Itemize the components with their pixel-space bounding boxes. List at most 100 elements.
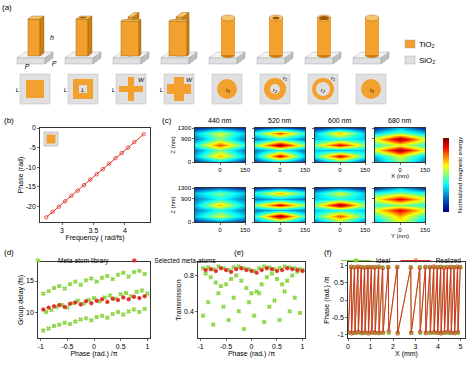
svg-text:W: W <box>138 77 145 83</box>
svg-text:Phase (rad): Phase (rad) <box>17 157 25 194</box>
svg-text:P: P <box>25 63 30 70</box>
svg-text:Z (nm): Z (nm) <box>170 196 176 214</box>
svg-text:X (nm): X (nm) <box>391 173 409 179</box>
svg-text:-5: -5 <box>30 144 36 151</box>
svg-text:0.4: 0.4 <box>184 308 194 315</box>
svg-text:0: 0 <box>250 343 254 350</box>
svg-text:150: 150 <box>360 167 371 173</box>
svg-text:W: W <box>186 77 193 83</box>
svg-text:150: 150 <box>360 227 371 233</box>
svg-text:L: L <box>64 87 67 93</box>
svg-text:-20: -20 <box>26 203 36 210</box>
svg-text:SiO₂: SiO₂ <box>419 56 435 65</box>
svg-text:r₂: r₂ <box>273 87 278 93</box>
svg-text:0.5: 0.5 <box>272 343 282 350</box>
svg-text:0: 0 <box>278 167 282 173</box>
svg-text:0: 0 <box>278 227 282 233</box>
svg-text:3: 3 <box>414 343 418 350</box>
svg-text:TiO₂: TiO₂ <box>419 40 435 49</box>
svg-text:0: 0 <box>338 227 342 233</box>
svg-text:L: L <box>160 87 163 93</box>
svg-text:900: 900 <box>181 136 192 142</box>
svg-text:5: 5 <box>459 343 463 350</box>
svg-text:(b): (b) <box>4 116 14 125</box>
svg-text:-1: -1 <box>197 343 203 350</box>
svg-text:h: h <box>50 34 54 41</box>
svg-text:-15: -15 <box>26 183 36 190</box>
svg-text:(a): (a) <box>2 3 12 12</box>
svg-text:0: 0 <box>32 124 36 131</box>
svg-text:L: L <box>112 87 115 93</box>
svg-text:0: 0 <box>340 296 344 303</box>
svg-text:L: L <box>81 87 84 93</box>
svg-text:440 nm: 440 nm <box>208 117 232 124</box>
svg-text:1: 1 <box>145 343 149 350</box>
svg-text:Group delay (fs): Group delay (fs) <box>17 275 25 325</box>
svg-text:0: 0 <box>188 219 192 225</box>
svg-text:680 nm: 680 nm <box>388 117 412 124</box>
svg-text:4: 4 <box>123 227 127 234</box>
svg-text:Ideal: Ideal <box>376 257 391 264</box>
svg-text:150: 150 <box>240 167 251 173</box>
svg-text:1: 1 <box>300 343 304 350</box>
svg-text:1300: 1300 <box>178 125 192 131</box>
svg-text:1300: 1300 <box>178 185 192 191</box>
svg-text:-1: -1 <box>338 331 344 338</box>
svg-text:-0.5: -0.5 <box>332 314 344 321</box>
svg-text:Realized: Realized <box>436 257 462 264</box>
svg-text:r₁: r₁ <box>283 75 287 81</box>
svg-text:Y (nm): Y (nm) <box>391 233 409 239</box>
svg-text:(d): (d) <box>4 248 14 257</box>
svg-text:150: 150 <box>420 167 431 173</box>
svg-text:Phase (rad.) /π: Phase (rad.) /π <box>228 350 275 358</box>
svg-text:0.5: 0.5 <box>334 279 344 286</box>
svg-text:X (mm): X (mm) <box>395 350 418 358</box>
svg-text:150: 150 <box>300 227 311 233</box>
svg-text:520 nm: 520 nm <box>268 117 292 124</box>
svg-text:900: 900 <box>181 196 192 202</box>
svg-text:r₂: r₂ <box>321 87 326 93</box>
svg-text:r₁: r₁ <box>331 75 335 81</box>
svg-text:150: 150 <box>420 227 431 233</box>
svg-text:2: 2 <box>391 343 395 350</box>
svg-text:Selected meta-atoms: Selected meta-atoms <box>154 257 216 264</box>
svg-text:P: P <box>52 60 57 67</box>
svg-text:1: 1 <box>340 262 344 269</box>
svg-text:600 nm: 600 nm <box>328 117 352 124</box>
svg-text:0: 0 <box>398 227 402 233</box>
svg-text:150: 150 <box>300 167 311 173</box>
svg-text:Normalized magnetic energy: Normalized magnetic energy <box>457 137 463 213</box>
svg-text:0: 0 <box>346 343 350 350</box>
svg-text:3: 3 <box>60 227 64 234</box>
svg-text:0: 0 <box>338 167 342 173</box>
svg-text:Transmission: Transmission <box>175 279 182 320</box>
svg-text:0: 0 <box>218 167 222 173</box>
svg-text:-0.5: -0.5 <box>61 343 73 350</box>
svg-text:15: 15 <box>26 277 34 284</box>
svg-text:-1: -1 <box>38 343 44 350</box>
svg-text:0.8: 0.8 <box>184 272 194 279</box>
svg-text:-10: -10 <box>26 164 36 171</box>
svg-text:Phase (rad.) /π: Phase (rad.) /π <box>70 350 117 358</box>
svg-text:3.5: 3.5 <box>89 227 99 234</box>
svg-text:0: 0 <box>92 343 96 350</box>
svg-text:(c): (c) <box>162 116 172 125</box>
svg-text:0: 0 <box>398 167 402 173</box>
svg-text:Frequency ( rad/fs): Frequency ( rad/fs) <box>65 234 124 242</box>
svg-text:0.5: 0.5 <box>116 343 126 350</box>
svg-text:r₁: r₁ <box>226 87 230 93</box>
svg-text:L: L <box>16 87 19 93</box>
svg-text:Phase (rad.) /π: Phase (rad.) /π <box>323 276 331 323</box>
svg-text:(e): (e) <box>234 248 244 257</box>
svg-text:(f): (f) <box>324 248 332 257</box>
svg-text:4: 4 <box>436 343 440 350</box>
svg-text:Z (nm): Z (nm) <box>170 136 176 154</box>
svg-text:1: 1 <box>369 343 373 350</box>
svg-text:r₁: r₁ <box>370 87 374 93</box>
svg-text:-0.5: -0.5 <box>220 343 232 350</box>
svg-text:Meta-atom library: Meta-atom library <box>58 257 109 265</box>
svg-text:0: 0 <box>218 227 222 233</box>
svg-text:10: 10 <box>26 309 34 316</box>
svg-text:0: 0 <box>188 159 192 165</box>
svg-text:150: 150 <box>240 227 251 233</box>
